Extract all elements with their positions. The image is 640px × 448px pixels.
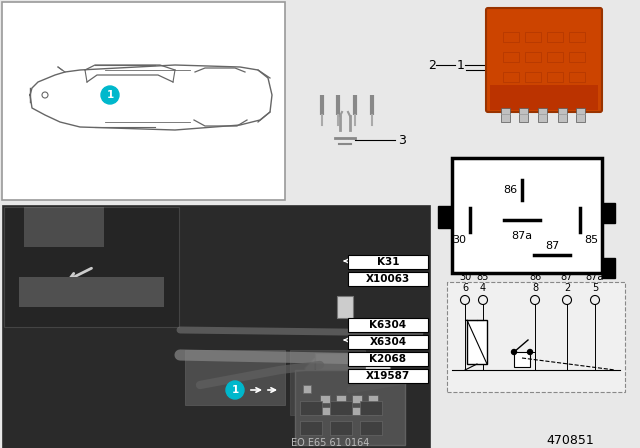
Bar (290, 350, 365, 415)
Text: 4: 4 (480, 283, 486, 293)
Text: 1: 1 (457, 59, 465, 72)
Circle shape (527, 349, 532, 354)
Bar (336, 407, 346, 415)
Bar (337, 296, 353, 318)
Bar (525, 52, 541, 62)
Bar (352, 395, 362, 403)
Bar (558, 108, 567, 122)
Text: 30: 30 (459, 272, 471, 282)
Bar (490, 85, 598, 110)
Bar (360, 401, 382, 415)
Bar (547, 72, 563, 82)
Text: 6: 6 (462, 283, 468, 293)
Bar (447, 282, 625, 392)
Bar (503, 32, 519, 42)
Bar (360, 421, 382, 435)
Text: 1: 1 (106, 90, 114, 100)
Text: 87a: 87a (511, 231, 532, 241)
Text: K31: K31 (377, 257, 399, 267)
Bar (569, 72, 585, 82)
Bar (368, 407, 378, 415)
Bar (348, 369, 428, 383)
Bar (348, 318, 428, 332)
Text: X6304: X6304 (369, 337, 406, 347)
Circle shape (563, 296, 572, 305)
Bar (185, 350, 285, 405)
Bar (295, 370, 405, 445)
Text: X10063: X10063 (366, 274, 410, 284)
Bar (315, 353, 390, 418)
Bar (503, 52, 519, 62)
Bar (303, 385, 311, 393)
Bar (503, 72, 519, 82)
Bar (330, 401, 352, 415)
Text: 3: 3 (398, 134, 406, 146)
Bar (348, 255, 428, 269)
Bar (501, 108, 510, 122)
Circle shape (479, 296, 488, 305)
Text: 87: 87 (561, 272, 573, 282)
Text: EO E65 61 0164: EO E65 61 0164 (291, 438, 369, 448)
Bar (525, 72, 541, 82)
Text: 2: 2 (564, 283, 570, 293)
Text: 87: 87 (545, 241, 559, 251)
Bar (348, 352, 428, 366)
Bar (336, 395, 346, 403)
Text: 470851: 470851 (546, 434, 594, 447)
Text: 5: 5 (592, 283, 598, 293)
Circle shape (461, 296, 470, 305)
Circle shape (591, 296, 600, 305)
Bar (576, 108, 585, 122)
Bar (320, 407, 330, 415)
Bar (547, 32, 563, 42)
Bar (320, 395, 330, 403)
Bar (438, 206, 452, 228)
Bar (4, 207, 179, 327)
Bar (19, 277, 164, 307)
Text: 85: 85 (584, 235, 598, 245)
Circle shape (531, 296, 540, 305)
Text: 85: 85 (477, 272, 489, 282)
Bar (303, 378, 315, 403)
Bar (300, 401, 322, 415)
Text: 8: 8 (532, 283, 538, 293)
Bar (514, 352, 530, 367)
Bar (602, 258, 615, 278)
Bar (519, 108, 528, 122)
Text: 86: 86 (503, 185, 517, 195)
Polygon shape (305, 418, 390, 428)
Bar (348, 272, 428, 286)
Text: 86: 86 (529, 272, 541, 282)
Bar (467, 320, 487, 364)
Bar (452, 158, 602, 273)
Polygon shape (305, 358, 315, 428)
Text: K6304: K6304 (369, 320, 406, 330)
Bar (538, 108, 547, 122)
Bar (602, 203, 615, 223)
Bar (352, 407, 362, 415)
Bar (24, 207, 104, 247)
Text: 87a: 87a (586, 272, 604, 282)
Circle shape (101, 86, 119, 104)
Circle shape (511, 349, 516, 354)
Text: K2068: K2068 (369, 354, 406, 364)
Text: 2: 2 (428, 59, 436, 72)
Circle shape (226, 381, 244, 399)
Bar (348, 335, 428, 349)
Bar (2, 205, 430, 448)
Text: 1: 1 (232, 385, 239, 395)
Text: 30: 30 (452, 235, 466, 245)
Bar (2, 2, 285, 200)
Bar (525, 32, 541, 42)
FancyBboxPatch shape (486, 8, 602, 112)
Bar (368, 395, 378, 403)
Bar (547, 52, 563, 62)
Bar (569, 32, 585, 42)
Text: X19587: X19587 (366, 371, 410, 381)
Bar (330, 421, 352, 435)
Bar (300, 421, 322, 435)
Bar (569, 52, 585, 62)
